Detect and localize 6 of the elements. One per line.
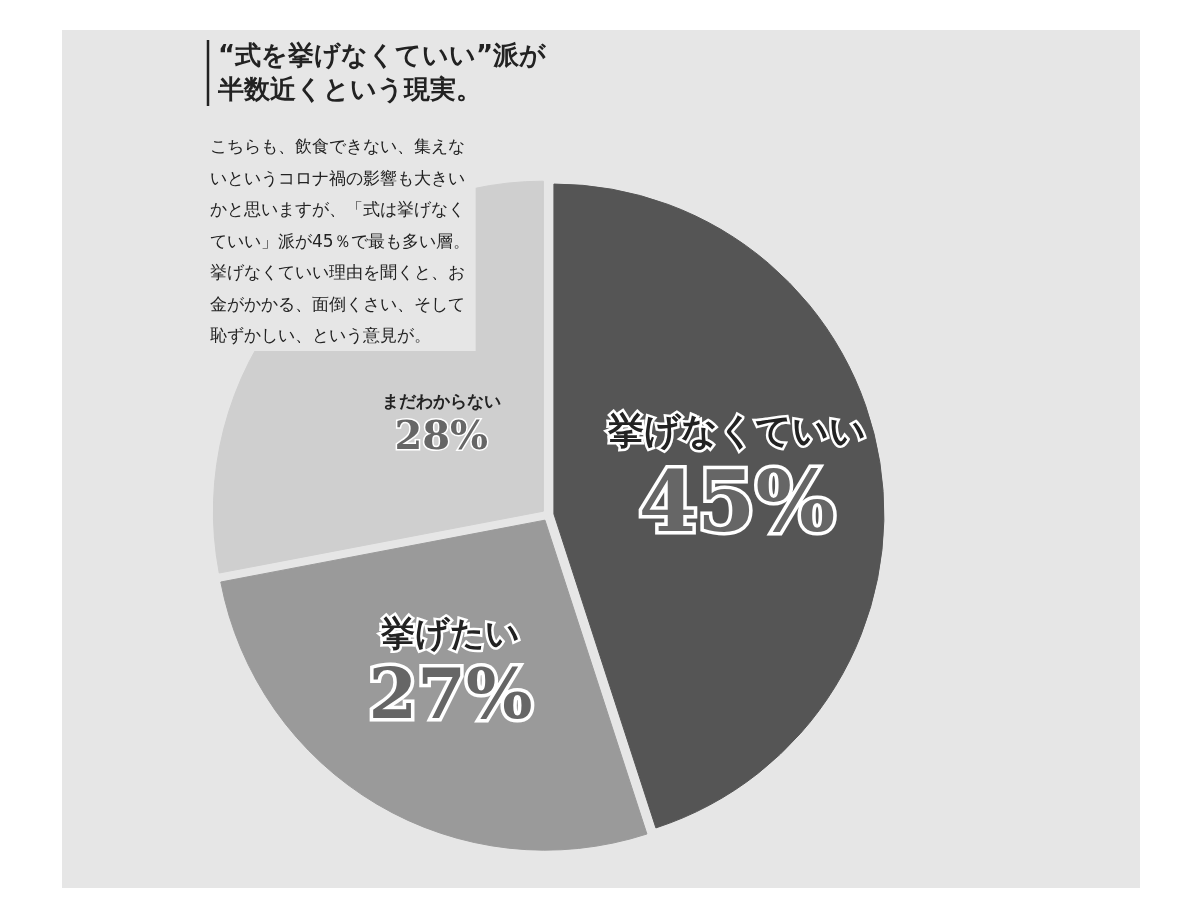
slice-label: 挙げたい (380, 612, 521, 653)
chart-title: “式を挙げなくていい”派が半数近くという現実。 (217, 40, 548, 104)
text: こちらも、飲食できない、集えないというコロナ禍の影響も大きいかと思いますが、「式は挙げなくていい」派が45％で最も多い層。挙げなくていい理由を聞くと、お金がかかる、面倒くさい、そして恥ずかしい、という意見が。 (210, 136, 470, 345)
slice-label: まだわからない (381, 390, 501, 411)
data-label: 27% (368, 652, 533, 736)
data-label: 28% (394, 410, 489, 458)
